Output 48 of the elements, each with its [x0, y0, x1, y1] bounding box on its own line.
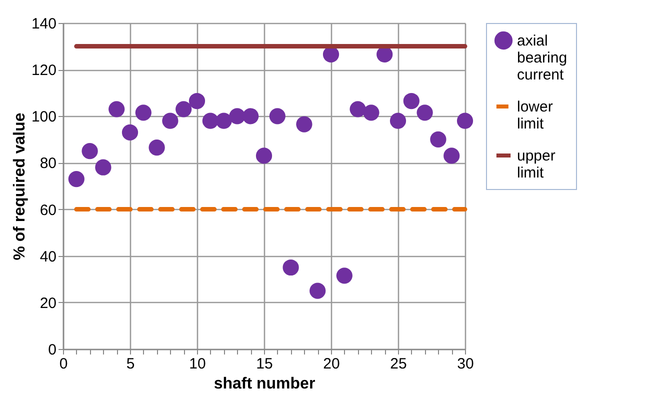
legend-label: lower limit	[517, 98, 553, 132]
point	[122, 124, 138, 140]
y-tick-label: 40	[40, 248, 56, 266]
y-tick-label: 140	[31, 16, 56, 32]
point	[350, 101, 366, 118]
point	[188, 92, 206, 110]
y-tick-label: 20	[40, 294, 56, 312]
point	[82, 143, 98, 160]
y-tick-label: 0	[48, 342, 56, 358]
point	[456, 112, 474, 129]
point	[95, 159, 112, 176]
point	[430, 131, 446, 148]
point	[135, 104, 152, 121]
legend-label: axial bearing current	[517, 32, 568, 84]
point	[390, 112, 406, 129]
legend-label: upper limit	[517, 148, 556, 182]
point	[68, 170, 84, 188]
x-tick-label: 25	[390, 356, 407, 372]
x-tick-label: 30	[457, 356, 474, 372]
point	[444, 148, 460, 164]
point	[216, 112, 232, 129]
point	[148, 140, 165, 156]
y-tick-label: 120	[31, 62, 56, 80]
x-tick-label: 0	[59, 356, 68, 372]
y-tick-label: 60	[40, 202, 56, 219]
x-tick-label: 20	[323, 356, 340, 372]
point	[296, 116, 312, 132]
point	[269, 108, 286, 124]
x-tick-label: 10	[189, 356, 206, 372]
point	[162, 112, 178, 129]
y-tick-label: 80	[40, 155, 56, 172]
x-tick-label: 15	[256, 356, 273, 372]
point	[416, 104, 433, 121]
point	[403, 92, 420, 110]
point	[242, 108, 259, 124]
point	[310, 282, 326, 299]
x-axis-title: shaft number	[214, 376, 316, 392]
point	[202, 112, 218, 129]
point	[256, 148, 272, 164]
y-tick-label: 100	[31, 108, 56, 126]
y-axis-title: % of required value	[11, 112, 28, 260]
point	[108, 101, 125, 118]
point	[229, 108, 246, 124]
point	[176, 101, 192, 118]
point	[282, 259, 299, 276]
point	[336, 268, 352, 284]
point	[363, 104, 380, 121]
x-tick-label: 5	[126, 356, 135, 372]
